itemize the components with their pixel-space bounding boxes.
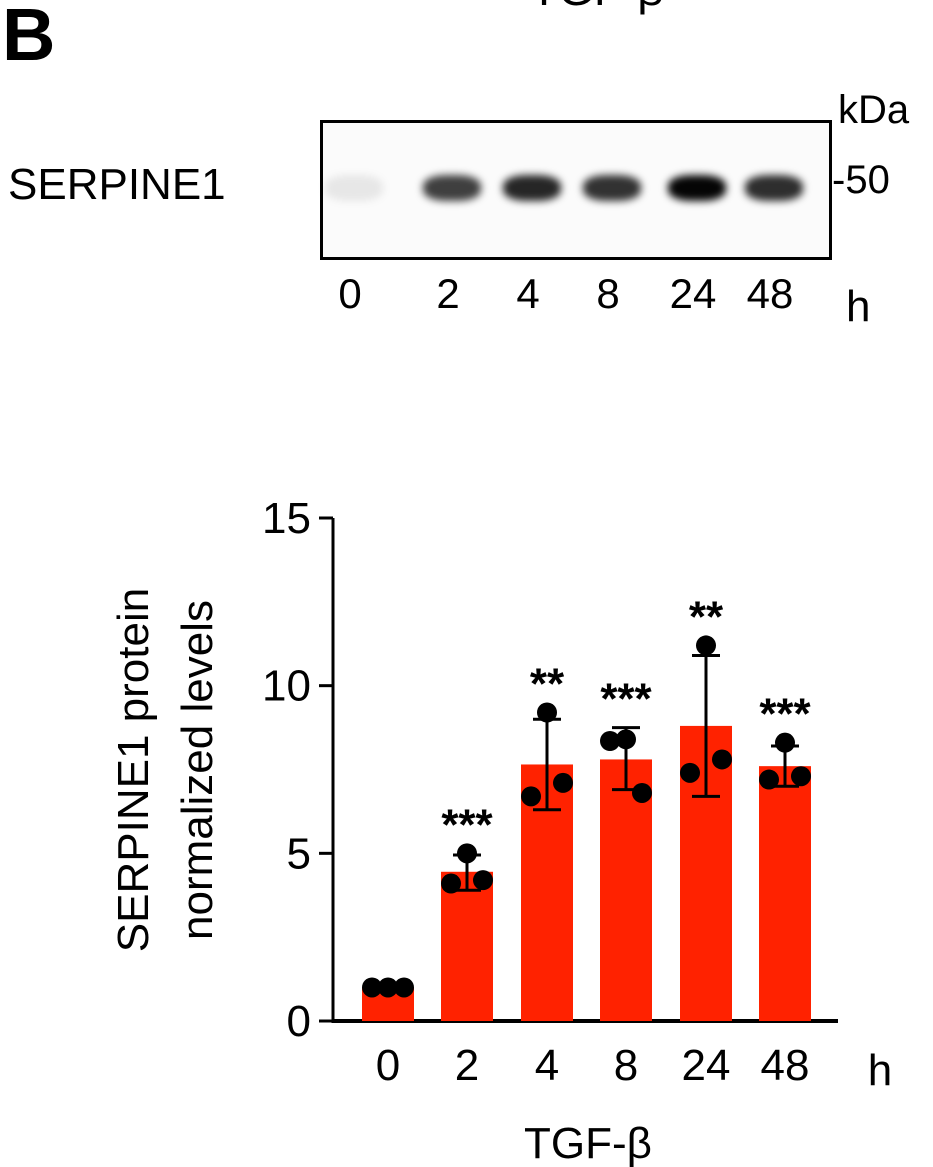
panel-letter: B <box>2 0 56 76</box>
blot-time-unit: h <box>846 282 871 331</box>
x-axis-label: TGF-β <box>524 1119 652 1167</box>
lane-label: 0 <box>338 270 362 317</box>
significance-label: ** <box>689 592 724 641</box>
lane-label: 8 <box>596 270 620 317</box>
data-point <box>680 762 700 783</box>
x-tick-label: 24 <box>682 1041 731 1090</box>
data-point <box>791 766 811 787</box>
blot-protein-label: SERPINE1 <box>8 160 226 209</box>
y-tick-label: 0 <box>287 997 311 1046</box>
data-point <box>457 843 477 864</box>
data-point <box>537 702 557 723</box>
significance-label: *** <box>441 800 493 849</box>
y-tick-label: 10 <box>262 662 311 711</box>
x-tick-label: 2 <box>455 1041 479 1090</box>
data-point <box>378 977 398 998</box>
x-tick-label: 48 <box>761 1041 810 1090</box>
cut-off-label: TGF-β <box>530 0 664 16</box>
lane-label: 48 <box>746 270 794 317</box>
data-point <box>712 749 732 770</box>
blot-band <box>325 175 383 201</box>
significance-label: *** <box>600 675 652 724</box>
mw-unit-label: kDa <box>838 88 910 132</box>
data-point <box>521 786 541 807</box>
lane-label: 2 <box>436 270 460 317</box>
lane-label: 4 <box>516 270 540 317</box>
western-blot-image <box>320 120 832 260</box>
y-tick-label: 15 <box>262 494 311 543</box>
data-point <box>473 870 493 891</box>
data-point <box>441 873 461 894</box>
x-tick-label: 8 <box>614 1041 638 1090</box>
x-tick-label: 0 <box>376 1041 400 1090</box>
data-point <box>600 730 620 751</box>
bar <box>759 766 811 1021</box>
x-unit-label: h <box>868 1046 892 1095</box>
blot-band <box>423 175 481 201</box>
data-point <box>553 772 573 793</box>
data-point <box>632 782 652 803</box>
significance-label: ** <box>530 659 565 708</box>
y-axis-label-line2: normalized levels <box>173 600 222 940</box>
bar <box>441 871 493 1021</box>
significance-label: *** <box>759 690 811 739</box>
blot-band <box>668 175 726 201</box>
data-point <box>759 769 779 790</box>
blot-band <box>745 175 803 201</box>
blot-band <box>503 175 561 201</box>
data-point <box>696 635 716 656</box>
y-axis-label-line1: SERPINE1 protein <box>109 588 158 952</box>
bar <box>600 759 652 1021</box>
lane-label: 24 <box>669 270 717 317</box>
data-point <box>394 977 414 998</box>
y-tick-label: 5 <box>287 829 311 878</box>
mw-marker-label: -50 <box>832 158 890 202</box>
data-point <box>616 729 636 750</box>
x-tick-label: 4 <box>535 1041 559 1090</box>
data-point <box>362 977 382 998</box>
data-point <box>775 732 795 753</box>
blot-band <box>583 175 641 201</box>
